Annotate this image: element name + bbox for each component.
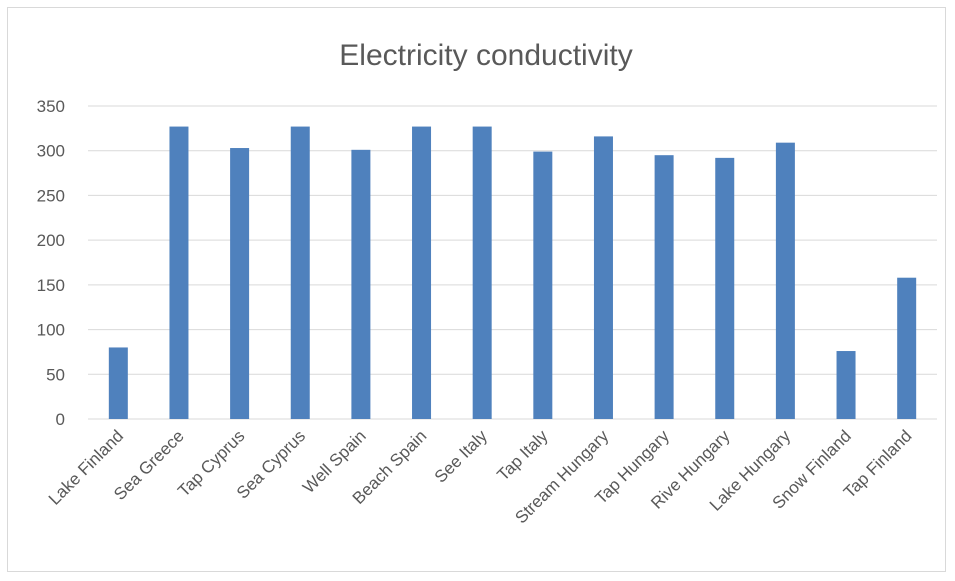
- bar: [775, 142, 795, 419]
- bar: [108, 347, 128, 419]
- bar: [593, 136, 613, 420]
- bar: [412, 126, 432, 419]
- y-tick-label: 150: [37, 276, 65, 295]
- bar: [533, 151, 553, 419]
- y-tick-label: 350: [37, 97, 65, 116]
- bar: [290, 126, 310, 419]
- bar: [836, 351, 856, 419]
- bar: [654, 155, 674, 419]
- bar: [472, 126, 492, 419]
- bar: [715, 157, 735, 419]
- bar: [230, 148, 250, 419]
- bar: [897, 277, 917, 419]
- gridlines: [88, 105, 937, 420]
- x-category-label: Tap Italy: [493, 426, 552, 485]
- bar: [169, 126, 189, 419]
- y-tick-label: 300: [37, 142, 65, 161]
- x-category-label: See Italy: [431, 426, 492, 487]
- y-tick-label: 200: [37, 231, 65, 250]
- chart-title: Electricity conductivity: [339, 39, 632, 72]
- y-tick-label: 100: [37, 321, 65, 340]
- y-axis-ticks: 0 50 100 150 200 250 300 350: [37, 97, 65, 429]
- bars: [108, 126, 917, 420]
- y-tick-label: 250: [37, 186, 65, 205]
- y-tick-label: 0: [56, 410, 65, 429]
- bar: [351, 149, 371, 419]
- y-tick-label: 50: [46, 365, 65, 384]
